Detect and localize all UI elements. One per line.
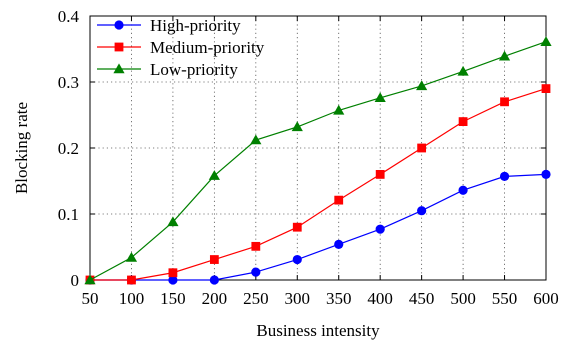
data-point-low-priority <box>208 170 220 180</box>
data-point-low-priority <box>333 104 345 115</box>
data-point-medium-priority <box>292 222 302 232</box>
data-point-high-priority <box>334 239 344 249</box>
series-high-priority <box>85 169 551 285</box>
data-point-medium-priority <box>458 117 468 126</box>
y-tick-label: 0.2 <box>58 139 79 158</box>
data-point-low-priority <box>457 65 469 76</box>
series-line-low-priority <box>89 41 547 281</box>
data-point-medium-priority <box>127 275 136 285</box>
data-point-high-priority <box>499 171 510 181</box>
legend-label: High-priority <box>150 16 241 35</box>
data-point-medium-priority <box>168 268 178 278</box>
legend-marker <box>114 20 124 30</box>
x-tick-label: 350 <box>326 289 352 308</box>
data-point-high-priority <box>417 206 427 216</box>
data-point-low-priority <box>374 92 386 103</box>
x-tick-label: 550 <box>492 289 518 308</box>
legend-label: Low-priority <box>150 60 238 79</box>
x-tick-label: 600 <box>533 289 559 308</box>
data-point-medium-priority <box>334 195 344 205</box>
data-point-medium-priority <box>500 97 509 107</box>
x-tick-label: 250 <box>243 289 269 308</box>
x-tick-label: 450 <box>409 289 435 308</box>
data-point-medium-priority <box>251 241 261 251</box>
legend-item-high-priority: High-priority <box>97 16 241 35</box>
legend-marker <box>114 42 124 52</box>
legend: High-priority Medium-priority Low-priority <box>97 16 265 79</box>
data-point-high-priority <box>375 224 385 234</box>
x-tick-label: 150 <box>160 289 186 308</box>
x-tick-label: 400 <box>367 289 393 308</box>
series-line-medium-priority <box>90 88 547 281</box>
x-tick-label: 50 <box>82 289 99 308</box>
data-point-low-priority <box>167 216 179 227</box>
data-point-high-priority <box>209 275 219 285</box>
data-series <box>84 36 552 285</box>
y-tick-label: 0 <box>71 271 80 290</box>
data-point-high-priority <box>168 275 178 285</box>
x-tick-label: 200 <box>202 289 228 308</box>
data-point-low-priority <box>416 80 428 91</box>
data-point-low-priority <box>125 251 138 262</box>
legend-marker <box>113 63 125 74</box>
x-axis-label: Business intensity <box>256 321 380 340</box>
y-tick-label: 0.3 <box>58 73 79 92</box>
data-point-low-priority <box>540 36 552 46</box>
x-tick-label: 100 <box>119 289 145 308</box>
series-low-priority <box>84 36 552 285</box>
data-point-low-priority <box>498 50 511 61</box>
y-tick-label: 0.4 <box>58 7 80 26</box>
data-point-high-priority <box>292 254 302 265</box>
data-point-high-priority <box>458 185 468 195</box>
data-point-high-priority <box>251 267 261 277</box>
legend-label: Medium-priority <box>150 38 265 57</box>
x-tick-label: 300 <box>285 289 311 308</box>
series-line-high-priority <box>90 173 547 281</box>
legend-item-medium-priority: Medium-priority <box>97 38 265 57</box>
data-point-medium-priority <box>541 84 551 93</box>
legend-item-low-priority: Low-priority <box>97 60 238 79</box>
data-point-low-priority <box>84 274 96 285</box>
data-point-medium-priority <box>209 255 219 264</box>
y-tick-label: 0.1 <box>58 205 79 224</box>
axis-ticks: 50 100 150 200 250 300 350 400 450 500 550 600 0 0.1 0… <box>58 7 559 308</box>
data-point-low-priority <box>291 121 303 132</box>
x-tick-label: 500 <box>450 289 476 308</box>
data-point-high-priority <box>541 169 551 179</box>
data-point-low-priority <box>250 134 262 145</box>
y-axis-label: Blocking rate <box>12 102 31 194</box>
data-point-medium-priority <box>375 170 385 179</box>
data-point-medium-priority <box>417 143 427 153</box>
